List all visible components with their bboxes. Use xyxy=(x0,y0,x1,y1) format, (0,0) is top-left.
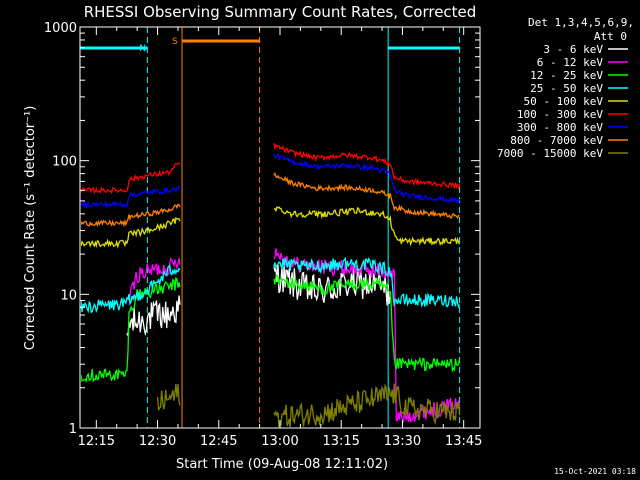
x-tick-label: 12:45 xyxy=(200,434,237,449)
series-line-2 xyxy=(128,248,461,423)
legend-header-detectors: Det 1,3,4,5,6,9, xyxy=(528,16,634,29)
x-tick-label: 12:30 xyxy=(139,434,176,449)
legend-label-6: 100 - 300 keV xyxy=(517,108,603,121)
footer-timestamp: 15-Oct-2021 03:18 xyxy=(554,467,636,476)
x-tick-label: 13:15 xyxy=(322,434,359,449)
legend-label-2: 6 - 12 keV xyxy=(537,56,604,69)
flag-label-n: N xyxy=(139,44,146,54)
x-tick-label: 13:30 xyxy=(384,434,421,449)
y-tick-label: 1000 xyxy=(44,21,77,36)
series-line-6 xyxy=(81,143,461,195)
y-tick-label: 10 xyxy=(60,288,77,303)
series-line-5 xyxy=(81,206,461,249)
axis-ticks: 12:15 12:30 12:45 13:00 13:15 13:30 13:45 1 10 10… xyxy=(44,21,483,449)
legend-label-8: 800 - 7000 keV xyxy=(510,134,603,147)
series-line-7 xyxy=(81,152,461,210)
series-line-1 xyxy=(126,264,391,337)
chart-title: RHESSI Observing Summary Count Rates, Co… xyxy=(84,3,477,21)
legend-label-7: 300 - 800 keV xyxy=(517,121,603,134)
series-line-3 xyxy=(81,273,461,383)
x-tick-label: 12:15 xyxy=(78,434,115,449)
series-line-8 xyxy=(81,171,460,228)
instrument-flags: NS xyxy=(80,37,460,54)
legend-label-4: 25 - 50 keV xyxy=(530,82,603,95)
y-axis-label: Corrected Count Rate (s⁻¹ detector⁻¹) xyxy=(23,106,38,351)
y-tick-label: 100 xyxy=(52,155,77,170)
legend-label-3: 12 - 25 keV xyxy=(530,69,603,82)
x-axis-label: Start Time (09-Aug-08 12:11:02) xyxy=(176,457,388,472)
legend-label-1: 3 - 6 keV xyxy=(543,43,603,56)
series-layer xyxy=(81,143,461,427)
legend-header-attenuator: Att 0 xyxy=(594,30,627,43)
series-line-4 xyxy=(81,256,461,314)
x-tick-label: 13:45 xyxy=(445,434,482,449)
y-tick-label: 1 xyxy=(69,422,77,437)
series-line-9 xyxy=(156,383,461,427)
legend-label-5: 50 - 100 keV xyxy=(524,95,604,108)
x-tick-label: 13:00 xyxy=(261,434,298,449)
legend-label-9: 7000 - 15000 keV xyxy=(497,147,603,160)
flag-label-s: S xyxy=(172,37,178,47)
